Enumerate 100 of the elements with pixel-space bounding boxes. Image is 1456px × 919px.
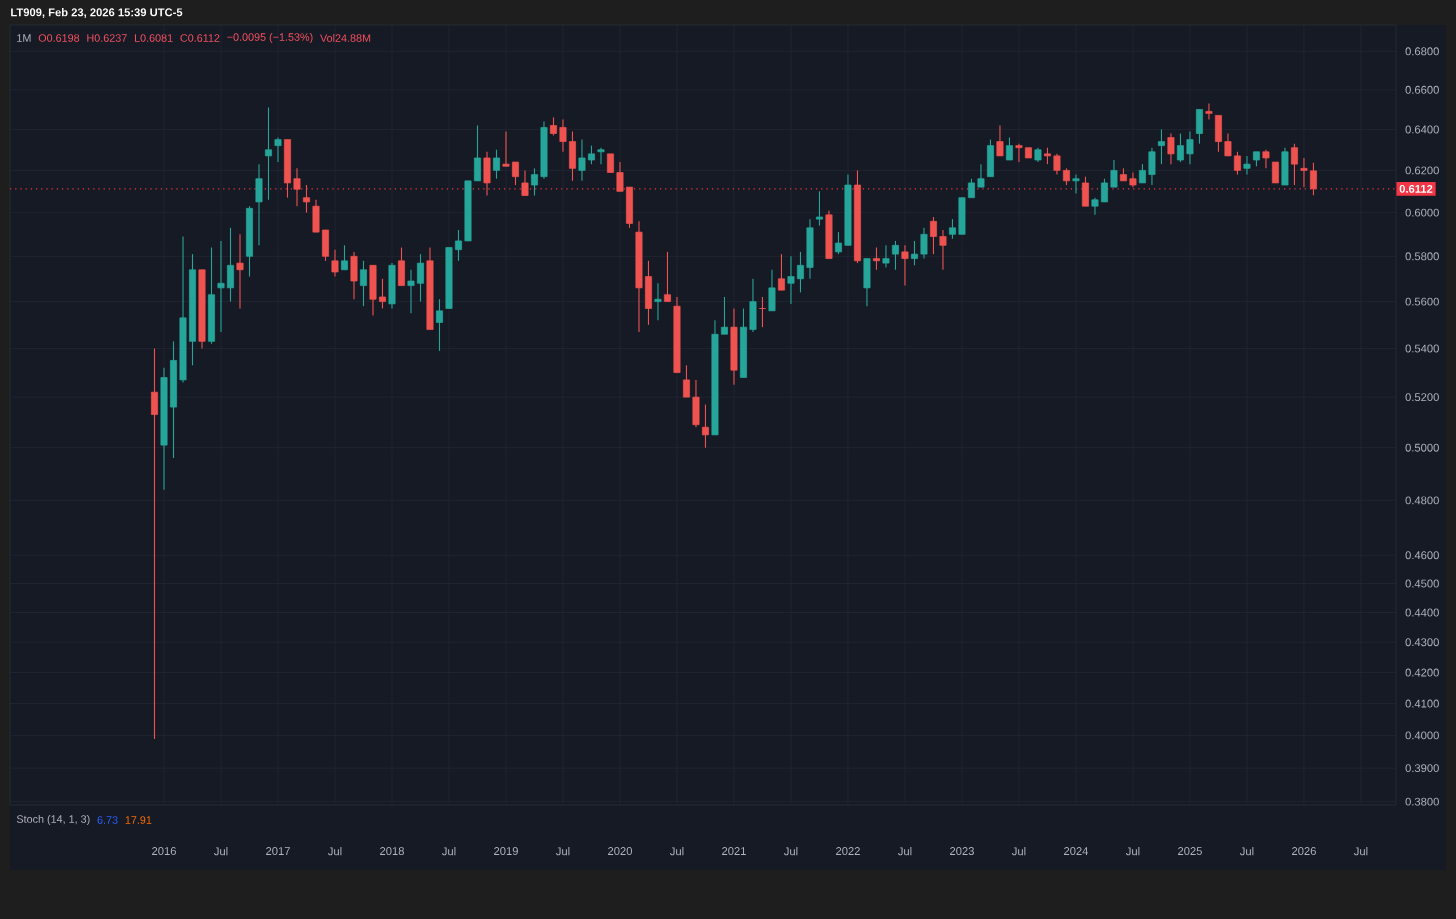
candlestick bbox=[455, 229, 462, 262]
y-tick-label: 0.5200 bbox=[1405, 393, 1439, 402]
candlestick bbox=[1015, 143, 1023, 163]
annotation: Vol24.88M bbox=[320, 34, 371, 42]
x-tick-label: 2019 bbox=[494, 847, 518, 855]
y-tick-label: 0.3800 bbox=[1405, 797, 1439, 806]
text: 17.91 bbox=[125, 816, 152, 824]
y-tick-label: 0.6600 bbox=[1405, 85, 1439, 94]
x-tick-label: 2024 bbox=[1064, 847, 1089, 855]
y-tick-label: 0.5800 bbox=[1405, 252, 1439, 261]
text: Stoch (14, 1, 3) bbox=[16, 814, 90, 826]
candlestick bbox=[939, 229, 947, 271]
candlestick bbox=[606, 153, 614, 174]
y-tick-label: 0.5000 bbox=[1405, 443, 1439, 452]
candlestick bbox=[901, 244, 909, 287]
x-tick-label: 2023 bbox=[950, 847, 974, 855]
candlestick bbox=[217, 240, 225, 333]
x-tick-label: 2021 bbox=[722, 847, 746, 855]
x-tick-label: Jul bbox=[670, 847, 684, 856]
candlestick bbox=[1243, 155, 1251, 176]
candlestick bbox=[331, 249, 339, 278]
text: LT909, Feb 23, 2026 15:39 UTC-5 bbox=[11, 8, 183, 18]
x-tick-label: 2018 bbox=[380, 847, 404, 855]
candlestick bbox=[891, 240, 899, 271]
x-tick-label: Jul bbox=[1125, 847, 1140, 856]
candlestick bbox=[512, 161, 519, 186]
x-tick-label: 2026 bbox=[1292, 847, 1316, 855]
candlestick bbox=[1005, 137, 1013, 161]
y-tick-label: 0.4000 bbox=[1405, 731, 1439, 740]
candlestick bbox=[436, 298, 443, 352]
candlestick bbox=[1100, 178, 1108, 203]
candlestick bbox=[1224, 132, 1232, 157]
candlestick bbox=[787, 255, 795, 305]
candlestick bbox=[502, 130, 510, 167]
candlestick bbox=[720, 296, 728, 335]
candlestick bbox=[1176, 132, 1184, 163]
x-tick-label: 2016 bbox=[152, 847, 176, 855]
x-tick-label: 2022 bbox=[836, 847, 860, 855]
x-tick-label: Jul bbox=[1239, 847, 1254, 856]
x-tick-label: Jul bbox=[1011, 847, 1026, 856]
candlestick bbox=[977, 163, 985, 188]
candlestick bbox=[1262, 149, 1270, 169]
candlestick bbox=[407, 269, 415, 314]
x-tick-label: 2025 bbox=[1178, 847, 1202, 855]
candlestick bbox=[521, 169, 529, 197]
y-tick-label: 0.5400 bbox=[1405, 344, 1439, 353]
y-tick-label: 0.6200 bbox=[1405, 166, 1439, 175]
candlestick bbox=[227, 227, 234, 303]
candlestick bbox=[796, 251, 804, 293]
annotation: H0.6237 bbox=[87, 34, 127, 42]
x-tick-label: Jul bbox=[442, 847, 456, 856]
y-tick-label: 0.4500 bbox=[1405, 579, 1439, 588]
y-tick-label: 0.3900 bbox=[1405, 764, 1439, 773]
candlestick bbox=[1167, 132, 1175, 165]
candlestick bbox=[550, 116, 557, 137]
candlestick bbox=[1072, 174, 1080, 195]
candlestick bbox=[474, 124, 481, 182]
ref-line-label: 0.6112 bbox=[1399, 184, 1433, 193]
candlestick bbox=[996, 124, 1004, 157]
candlestick bbox=[303, 184, 310, 214]
candlestick bbox=[379, 278, 386, 310]
x-tick-label: Jul bbox=[214, 847, 228, 856]
candlestick bbox=[1110, 159, 1118, 188]
text: 1M bbox=[17, 34, 31, 42]
candlestick bbox=[616, 161, 624, 192]
candlestick bbox=[1186, 130, 1194, 165]
annotation: −0.0095 (−1.53%) bbox=[227, 32, 313, 43]
x-tick-label: Jul bbox=[328, 847, 342, 856]
candlestick bbox=[910, 240, 918, 266]
candlestick bbox=[872, 246, 880, 271]
y-tick-label: 0.4200 bbox=[1405, 668, 1439, 677]
x-tick-label: 2020 bbox=[608, 847, 633, 855]
candlestick bbox=[967, 178, 975, 199]
candlestick bbox=[948, 218, 956, 240]
candlestick bbox=[815, 190, 823, 227]
candlestick bbox=[920, 227, 928, 260]
y-tick-label: 0.6400 bbox=[1405, 125, 1439, 134]
y-tick-label: 0.4600 bbox=[1405, 551, 1439, 560]
candlestick bbox=[1205, 103, 1213, 121]
candlestick bbox=[882, 244, 890, 269]
candlestick bbox=[654, 282, 662, 321]
x-tick-label: 2017 bbox=[266, 847, 290, 855]
candlestick bbox=[1309, 162, 1317, 196]
candlestick bbox=[682, 364, 690, 398]
candlestick bbox=[417, 253, 424, 303]
candlestick bbox=[559, 118, 567, 153]
annotation: L0.6081 bbox=[134, 34, 173, 42]
candlestick bbox=[293, 167, 301, 207]
candlestick bbox=[1157, 128, 1165, 165]
annotation: O0.6198 bbox=[38, 34, 80, 42]
candlestick bbox=[360, 260, 367, 307]
y-tick-label: 0.4800 bbox=[1405, 496, 1439, 505]
y-tick-label: 0.4300 bbox=[1405, 638, 1439, 647]
candlestick bbox=[1233, 151, 1241, 176]
candlestick bbox=[663, 251, 671, 303]
candlestick bbox=[777, 253, 785, 291]
candlestick bbox=[1091, 197, 1099, 216]
y-tick-label: 0.4100 bbox=[1405, 699, 1439, 708]
candlestick bbox=[274, 137, 282, 163]
y-tick-label: 0.6800 bbox=[1405, 47, 1439, 56]
